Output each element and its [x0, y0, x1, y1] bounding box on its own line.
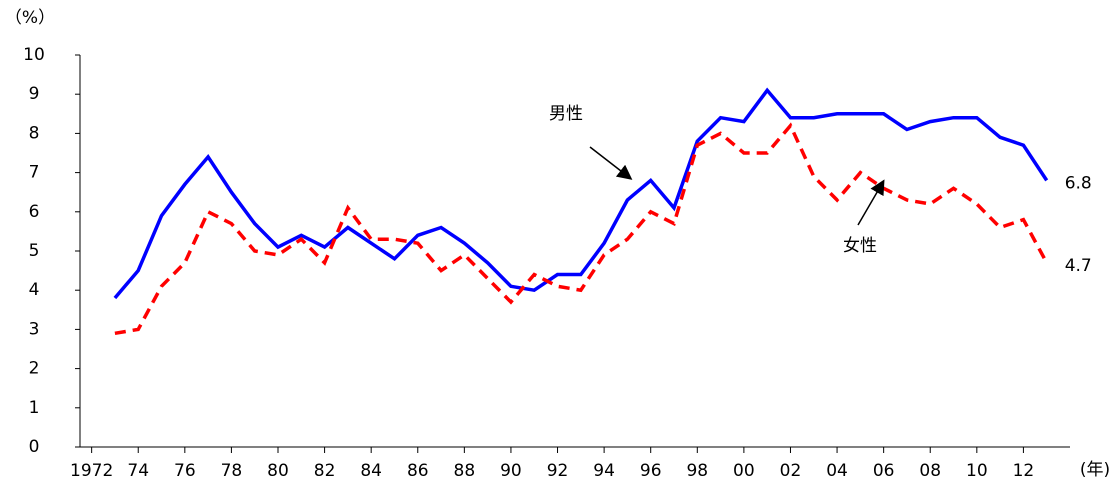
x-tick-label: 94	[593, 461, 615, 481]
x-tick-label: 04	[826, 461, 848, 481]
y-tick-label: 2	[29, 359, 40, 379]
y-tick-label: 3	[29, 319, 40, 339]
y-tick-label: 7	[29, 163, 40, 183]
line-series	[113, 87, 1049, 300]
x-tick-label: 10	[966, 461, 988, 481]
x-tick-label: 1972	[70, 461, 113, 481]
annotation-arrow	[589, 146, 633, 180]
x-tick-label: 98	[686, 461, 708, 481]
x-tick-label: 82	[314, 461, 336, 481]
x-tick-label: 78	[221, 461, 243, 481]
x-tick-label: 96	[640, 461, 662, 481]
y-tick-label: 4	[29, 280, 40, 300]
x-tick-label: 92	[547, 461, 569, 481]
x-tick-label: 90	[500, 461, 522, 481]
end-value-label: 4.7	[1065, 256, 1092, 276]
y-tick-label: 9	[29, 84, 40, 104]
annotation: 男性	[549, 104, 583, 124]
y-tick-label: 8	[29, 123, 40, 143]
annotation: 女性	[843, 236, 877, 256]
x-tick-label: 00	[733, 461, 755, 481]
x-tick-label: 88	[454, 461, 476, 481]
x-tick-label: 06	[873, 461, 895, 481]
x-tick-label: 08	[919, 461, 941, 481]
y-tick-label: 1	[29, 398, 40, 418]
x-tick-label: 76	[174, 461, 196, 481]
y-tick-label: 6	[29, 202, 40, 222]
x-tick-label: 80	[267, 461, 289, 481]
y-axis-label: （%）	[5, 8, 55, 28]
y-tick-label: 10	[23, 45, 45, 65]
end-value-label: 6.8	[1065, 173, 1092, 193]
x-tick-label: 02	[780, 461, 802, 481]
x-tick-label: 86	[407, 461, 429, 481]
line-series	[114, 122, 1049, 336]
y-tick-label: 0	[29, 437, 40, 457]
annotation-arrow	[857, 179, 885, 226]
x-tick-label: 12	[1013, 461, 1035, 481]
x-tick-label: 84	[360, 461, 382, 481]
y-tick-label: 5	[29, 241, 40, 261]
x-tick-label: 74	[127, 461, 149, 481]
x-axis-label: (年)	[1080, 460, 1110, 480]
